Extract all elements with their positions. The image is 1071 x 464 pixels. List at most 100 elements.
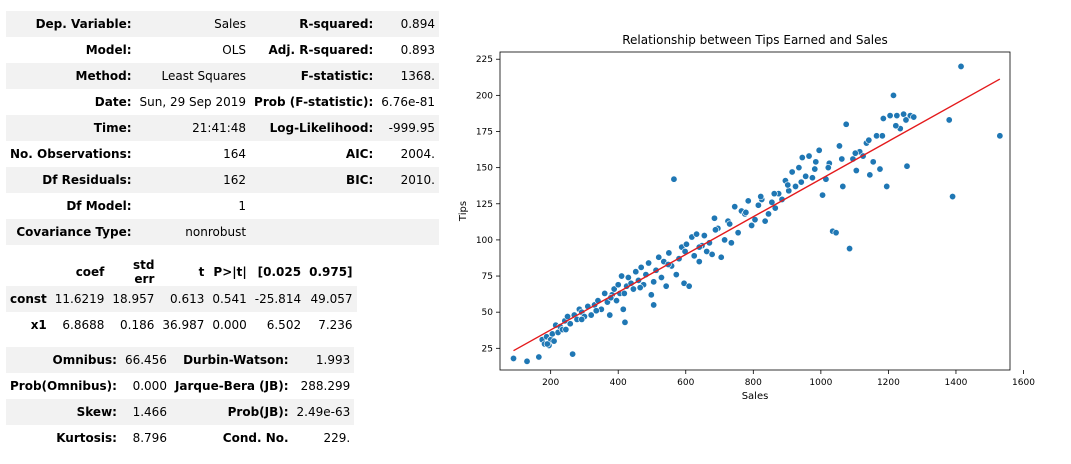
cell-value: 0.000 [212, 318, 247, 332]
data-point [768, 198, 776, 206]
x-axis-label: Sales [742, 391, 769, 402]
y-tick-label: 25 [482, 344, 493, 354]
stat-label: Prob(JB): [170, 399, 293, 425]
stat-label: Method: [6, 63, 136, 89]
data-point [900, 110, 908, 118]
data-point [996, 132, 1004, 140]
cell-value: 6.502 [266, 318, 302, 332]
diagnostic-row: Omnibus: 66.456 Durbin-Watson: 1.993 [6, 347, 355, 373]
data-point [784, 181, 792, 189]
data-point [562, 326, 570, 334]
x-tick-label: 1600 [1012, 378, 1035, 388]
stat-label: No. Observations: [10, 147, 132, 161]
data-point [761, 217, 769, 225]
data-point [550, 337, 558, 345]
data-point [710, 214, 718, 222]
data-point [878, 132, 886, 140]
column-header: std err [132, 258, 155, 286]
data-point [883, 182, 891, 190]
cell-value: 18.957 [108, 286, 159, 312]
data-point [876, 165, 884, 173]
summary-row: No. Observations: 164 AIC: 2004. [6, 141, 439, 167]
data-point [606, 311, 614, 319]
stat-label [250, 219, 378, 245]
table-row: const 11.6219 18.957 0.613 0.541 -25.814 49.05… [6, 286, 357, 312]
regression-line [513, 78, 1001, 352]
data-point [535, 353, 543, 361]
column-header: P>|t| [213, 265, 247, 279]
data-point [657, 273, 665, 281]
stat-label: Log-Likelihood: [250, 115, 378, 141]
stat-label: Kurtosis: [56, 431, 117, 445]
column-header: coef [75, 265, 105, 279]
data-point [721, 236, 729, 244]
scatter-chart: Relationship between Tips Earned and Sal… [458, 33, 1035, 402]
data-point [548, 330, 556, 338]
data-point [869, 158, 877, 166]
data-point [785, 187, 793, 195]
row-label: const [6, 286, 51, 312]
stat-label: Model: [85, 43, 132, 57]
stat-value [377, 219, 439, 245]
data-point [693, 230, 701, 238]
data-point [815, 146, 823, 154]
data-point [695, 258, 703, 266]
data-point [618, 272, 626, 280]
data-point [889, 91, 897, 99]
data-point [957, 62, 965, 70]
data-point [819, 191, 827, 199]
data-point [805, 152, 813, 160]
data-point [610, 285, 618, 293]
data-point [672, 271, 680, 279]
data-point [795, 164, 803, 172]
stat-value: 1 [238, 199, 247, 213]
data-point [811, 165, 819, 173]
data-point [842, 120, 850, 128]
stat-value: OLS [222, 43, 247, 57]
data-point [682, 240, 690, 248]
data-point [662, 282, 670, 290]
y-tick-label: 225 [476, 55, 493, 65]
data-point [670, 175, 678, 183]
stat-label: Df Model: [66, 199, 132, 213]
stat-label: Date: [94, 95, 132, 109]
data-point [601, 289, 609, 297]
stat-value [377, 193, 439, 219]
data-point [812, 158, 820, 166]
data-point [731, 203, 739, 211]
cell-value: 7.236 [318, 318, 353, 332]
y-tick-label: 200 [476, 91, 493, 101]
stat-value: nonrobust [135, 219, 251, 245]
stat-label: BIC: [250, 167, 378, 193]
cell-value: 0.186 [120, 318, 155, 332]
x-tick-label: 400 [610, 378, 627, 388]
data-point [703, 247, 711, 255]
data-point [902, 116, 910, 124]
data-point [808, 174, 816, 182]
data-point [685, 282, 693, 290]
data-point [645, 259, 653, 267]
summary-row: Method: Least Squares F-statistic: 1368. [6, 63, 439, 89]
stat-label: Time: [6, 115, 136, 141]
cell-value: 36.987 [162, 318, 205, 332]
data-point [802, 172, 810, 180]
data-point [798, 154, 806, 162]
data-point [621, 318, 629, 326]
data-point [792, 182, 800, 190]
data-point [765, 210, 773, 218]
cell-value: 6.8688 [62, 318, 105, 332]
data-point [629, 285, 637, 293]
chart-title: Relationship between Tips Earned and Sal… [622, 33, 888, 47]
cell-value: 0.541 [208, 286, 251, 312]
data-point [665, 249, 673, 257]
data-point [632, 268, 640, 276]
data-point [636, 284, 644, 292]
data-point [523, 357, 531, 365]
stat-label: Jarque-Bera (JB): [174, 379, 289, 393]
diagnostics-table: Omnibus: 66.456 Durbin-Watson: 1.993 Prob(Om… [6, 347, 355, 451]
stat-value: 6.76e-81 [381, 95, 435, 109]
stat-label [250, 193, 377, 219]
data-point [578, 315, 586, 323]
data-point [620, 289, 628, 297]
y-tick-label: 100 [476, 236, 493, 246]
